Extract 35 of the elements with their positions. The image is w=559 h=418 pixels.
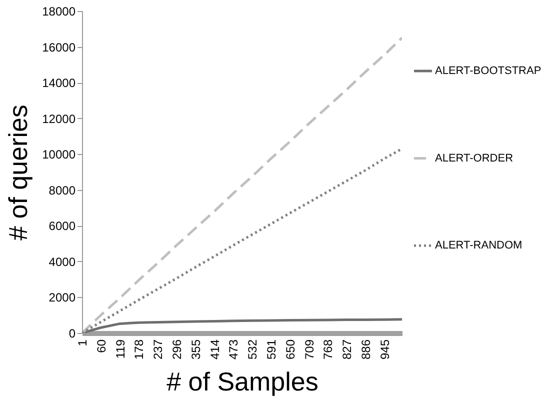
y-tick-label: 6000 bbox=[48, 219, 76, 234]
x-tick-label: 827 bbox=[340, 339, 354, 360]
y-tick-label: 8000 bbox=[48, 183, 76, 198]
x-tick-label: 237 bbox=[151, 339, 166, 360]
x-tick-label: 532 bbox=[246, 339, 260, 360]
x-tick-label: 886 bbox=[358, 339, 373, 360]
legend-label: ALERT-ORDER bbox=[435, 152, 514, 164]
legend-label: ALERT-BOOTSTRAP bbox=[435, 65, 542, 77]
x-axis-title: # of Samples bbox=[166, 366, 318, 397]
y-tick-label: 12000 bbox=[42, 112, 76, 126]
x-tick-label: 650 bbox=[283, 339, 298, 360]
x-tick-label: 178 bbox=[132, 339, 146, 360]
y-tick-label: 18000 bbox=[42, 4, 76, 18]
x-tick-label: 1 bbox=[76, 339, 90, 346]
legend-label: ALERT-RANDOM bbox=[435, 240, 522, 252]
x-tick-label: 945 bbox=[378, 339, 392, 360]
x-tick-label: 591 bbox=[264, 339, 278, 360]
line-series bbox=[82, 318, 402, 333]
x-tick-label: 119 bbox=[113, 339, 128, 359]
y-tick-label: 4000 bbox=[48, 254, 76, 269]
y-axis-title: # of queries bbox=[3, 104, 34, 240]
x-tick-label: 296 bbox=[170, 339, 184, 360]
line-series bbox=[82, 36, 402, 333]
x-tick-label: 414 bbox=[208, 339, 222, 360]
x-tick-label: 60 bbox=[94, 339, 108, 353]
y-tick-label: 0 bbox=[68, 326, 76, 340]
y-tick-label: 14000 bbox=[42, 76, 76, 90]
x-tick-label: 709 bbox=[302, 339, 316, 360]
x-tick-label: 355 bbox=[188, 339, 203, 360]
y-tick-label: 10000 bbox=[42, 148, 76, 162]
line-series bbox=[82, 147, 402, 333]
x-tick-label: 768 bbox=[321, 339, 336, 360]
y-tick-label: 2000 bbox=[48, 290, 76, 305]
x-tick-label: 473 bbox=[226, 339, 241, 360]
y-tick-label: 16000 bbox=[42, 40, 76, 54]
